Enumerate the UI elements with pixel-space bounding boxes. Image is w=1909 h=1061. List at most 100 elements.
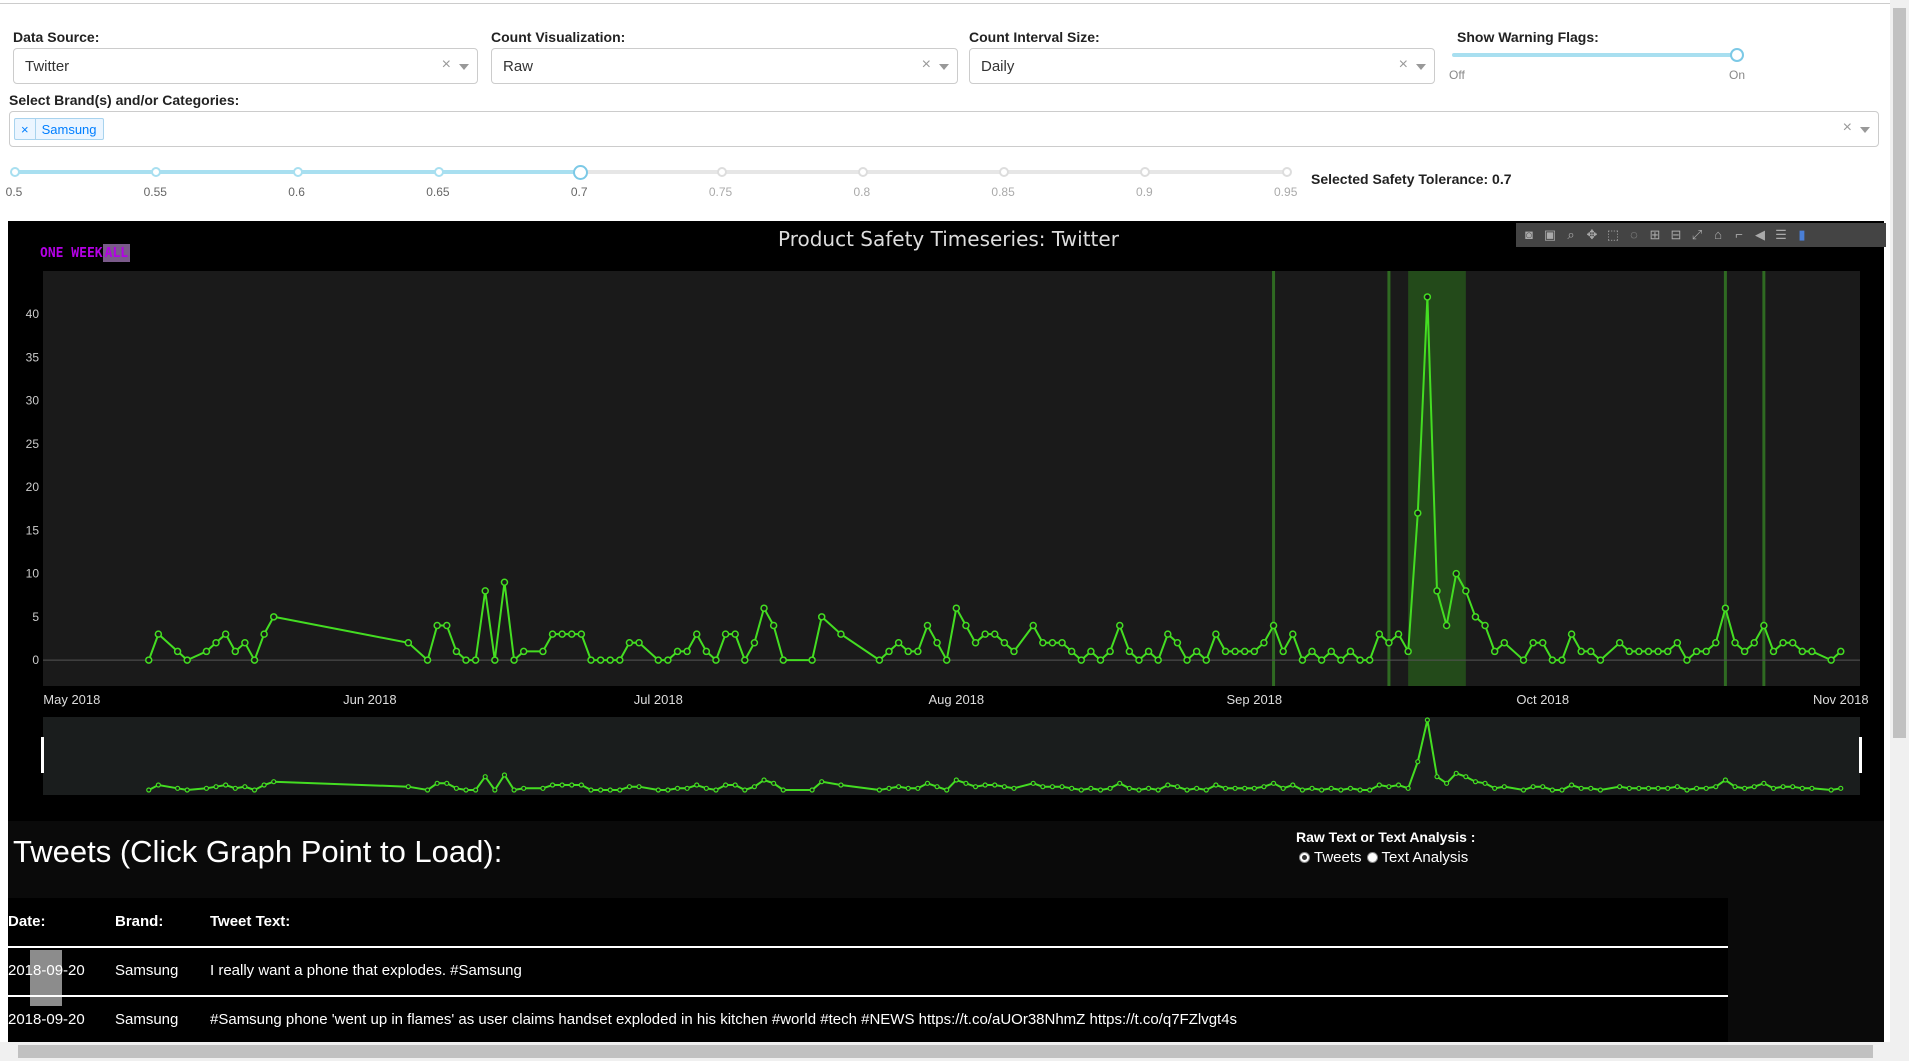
data-point[interactable] <box>548 630 557 638</box>
data-point[interactable] <box>250 656 259 664</box>
pan-icon[interactable]: ✥ <box>1586 227 1598 242</box>
data-source-dropdown[interactable]: Twitter × <box>13 48 478 84</box>
save-icon[interactable]: ▣ <box>1543 227 1557 242</box>
autoscale-icon[interactable]: ⤢ <box>1691 227 1703 242</box>
data-point[interactable] <box>1673 639 1682 647</box>
count-vis-dropdown[interactable]: Raw × <box>491 48 958 84</box>
data-point[interactable] <box>510 656 518 664</box>
table-row[interactable]: 2018-09-20 Samsung #Samsung phone 'went … <box>8 997 1728 1044</box>
data-point[interactable] <box>1221 647 1230 656</box>
data-point[interactable] <box>1721 604 1730 612</box>
zoom-in-icon[interactable]: ⊞ <box>1649 227 1661 242</box>
data-point[interactable] <box>183 656 191 664</box>
data-point[interactable] <box>1760 621 1768 630</box>
data-point[interactable] <box>154 630 163 638</box>
data-point[interactable] <box>1577 647 1585 656</box>
spike-icon[interactable]: ⌐ <box>1735 227 1743 242</box>
rangeslider-background[interactable] <box>43 717 1860 795</box>
data-point[interactable] <box>1663 647 1672 656</box>
data-point[interactable] <box>423 656 432 664</box>
data-point[interactable] <box>731 630 739 638</box>
data-point[interactable] <box>1788 639 1797 647</box>
data-point[interactable] <box>1231 647 1239 656</box>
data-point[interactable] <box>1683 656 1691 664</box>
data-point[interactable] <box>1538 639 1547 647</box>
data-point[interactable] <box>1385 639 1393 647</box>
data-point[interactable] <box>673 647 682 656</box>
data-point[interactable] <box>433 621 441 630</box>
rangeslider-right-handle[interactable] <box>1859 737 1862 773</box>
range-button-all[interactable]: ALL <box>102 244 131 262</box>
data-point[interactable] <box>1519 656 1528 664</box>
warning-flags-slider-track[interactable] <box>1452 53 1738 57</box>
data-point[interactable] <box>1442 621 1451 630</box>
camera-icon[interactable]: ◙ <box>1525 227 1533 242</box>
data-point[interactable] <box>1269 621 1278 630</box>
data-point[interactable] <box>1010 647 1018 656</box>
remove-tag-icon[interactable]: × <box>15 119 36 139</box>
data-point[interactable] <box>1058 639 1066 647</box>
data-point[interactable] <box>558 630 566 638</box>
data-point[interactable] <box>539 647 547 656</box>
data-point[interactable] <box>1356 656 1364 664</box>
data-point[interactable] <box>269 613 278 621</box>
data-point[interactable] <box>1712 639 1720 647</box>
data-point[interactable] <box>1490 647 1499 656</box>
data-point[interactable] <box>885 647 893 656</box>
data-point[interactable] <box>1087 647 1095 656</box>
data-point[interactable] <box>1635 647 1643 656</box>
data-point[interactable] <box>817 613 826 621</box>
data-point[interactable] <box>1135 656 1143 664</box>
data-point[interactable] <box>664 656 672 664</box>
data-point[interactable] <box>606 656 614 664</box>
chevron-down-icon[interactable] <box>1416 64 1426 70</box>
data-point[interactable] <box>894 639 903 647</box>
data-point[interactable] <box>1481 621 1489 630</box>
data-point[interactable] <box>1298 656 1307 664</box>
data-point[interactable] <box>568 630 576 638</box>
data-point[interactable] <box>712 656 720 664</box>
data-point[interactable] <box>1769 647 1778 656</box>
data-point[interactable] <box>923 621 932 630</box>
data-point[interactable] <box>1827 656 1835 664</box>
zoom-out-icon[interactable]: ⊟ <box>1670 227 1682 242</box>
data-point[interactable] <box>1433 587 1441 595</box>
data-point[interactable] <box>625 639 634 647</box>
data-point[interactable] <box>837 630 845 638</box>
data-point[interactable] <box>500 578 509 586</box>
data-point[interactable] <box>212 639 220 647</box>
data-point[interactable] <box>1750 639 1758 647</box>
data-point[interactable] <box>1183 656 1191 664</box>
data-point[interactable] <box>1154 656 1162 664</box>
data-point[interactable] <box>1327 647 1335 656</box>
horizontal-scrollbar[interactable] <box>0 1042 1890 1061</box>
data-point[interactable] <box>933 639 941 647</box>
data-point[interactable] <box>1414 509 1422 517</box>
data-point[interactable] <box>654 656 663 664</box>
data-point[interactable] <box>519 647 528 656</box>
data-point[interactable] <box>1048 639 1057 647</box>
clear-icon[interactable]: × <box>1398 56 1408 73</box>
data-point[interactable] <box>1779 639 1787 647</box>
data-point[interactable] <box>1192 647 1201 656</box>
data-point[interactable] <box>1596 656 1605 664</box>
plotly-logo-icon[interactable]: ▮ <box>1798 227 1806 242</box>
rangeslider-left-handle[interactable] <box>41 737 44 773</box>
data-point[interactable] <box>1567 630 1576 638</box>
data-point[interactable] <box>616 656 624 664</box>
data-point[interactable] <box>443 621 451 630</box>
data-point[interactable] <box>1164 630 1172 638</box>
tolerance-slider-dot[interactable] <box>433 167 444 177</box>
data-point[interactable] <box>1308 647 1316 656</box>
hover-closest-icon[interactable]: ◀ <box>1755 227 1765 242</box>
data-point[interactable] <box>1394 630 1403 638</box>
data-point[interactable] <box>808 656 816 664</box>
data-point[interactable] <box>692 630 701 638</box>
data-point[interactable] <box>145 656 153 664</box>
data-point[interactable] <box>1654 647 1662 656</box>
data-point[interactable] <box>1240 647 1249 656</box>
clear-icon[interactable]: × <box>921 56 931 73</box>
data-point[interactable] <box>1212 630 1220 638</box>
data-point[interactable] <box>221 630 230 638</box>
tolerance-slider-dot[interactable] <box>10 167 20 177</box>
